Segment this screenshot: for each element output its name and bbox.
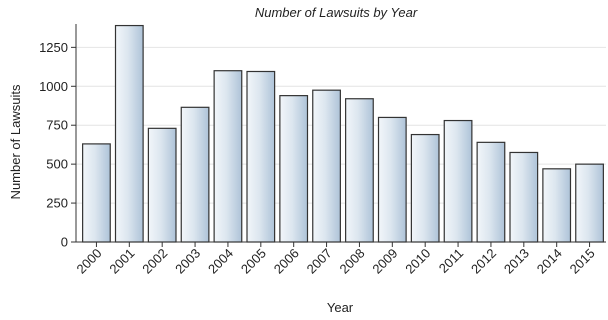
bar-2007 — [312, 89, 341, 243]
bar-2002 — [147, 127, 177, 243]
x-tick-label: 2002 — [139, 246, 170, 277]
y-axis-title: Number of Lawsuits — [8, 84, 23, 199]
x-tick-labels: 2000 2001 2002 2003 2004 2005 2006 2007 2008 2009… — [74, 246, 598, 277]
bar-2011 — [443, 119, 473, 243]
bar-2005 — [246, 70, 276, 243]
x-tick-label: 2004 — [205, 246, 236, 277]
x-tick-label: 2003 — [172, 246, 203, 277]
x-tick-label: 2015 — [567, 246, 598, 277]
bar-2006 — [279, 95, 309, 243]
x-tick-label: 2005 — [238, 246, 269, 277]
bar-2003 — [180, 106, 210, 243]
x-axis-title: Year — [327, 300, 354, 315]
bar-2009 — [377, 116, 407, 243]
x-tick-label: 2008 — [337, 246, 368, 277]
y-tick-label: 500 — [46, 157, 68, 172]
bar-2004 — [213, 70, 243, 243]
chart-title: Number of Lawsuits by Year — [255, 5, 418, 20]
bar-2013 — [509, 151, 539, 243]
y-tick-labels: 0 250 500 750 1000 1250 — [39, 40, 68, 250]
x-tick-label: 2011 — [436, 246, 466, 276]
axis-layer — [71, 24, 606, 247]
x-tick-label: 2012 — [468, 246, 499, 277]
bar-2008 — [345, 98, 374, 243]
x-tick-label: 2010 — [402, 246, 433, 277]
bar-2001 — [114, 24, 144, 243]
x-tick-label: 2009 — [369, 246, 400, 277]
bars-layer — [82, 24, 604, 243]
bar-2014 — [542, 168, 572, 243]
y-tick-label: 1250 — [39, 40, 68, 55]
x-tick-label: 2006 — [271, 246, 302, 277]
x-tick-label: 2001 — [106, 246, 137, 277]
bar-2010 — [410, 133, 440, 243]
bar-2012 — [476, 141, 506, 243]
y-tick-label: 1000 — [39, 79, 68, 94]
x-tick-label: 2007 — [304, 246, 335, 277]
bar-2000 — [82, 143, 111, 243]
y-tick-label: 250 — [46, 196, 68, 211]
y-tick-label: 750 — [46, 118, 68, 133]
x-tick-label: 2000 — [74, 246, 105, 277]
y-tick-label: 0 — [61, 235, 68, 250]
x-tick-label: 2013 — [501, 246, 532, 277]
x-tick-label: 2014 — [534, 246, 565, 277]
bar-2015 — [575, 163, 604, 243]
